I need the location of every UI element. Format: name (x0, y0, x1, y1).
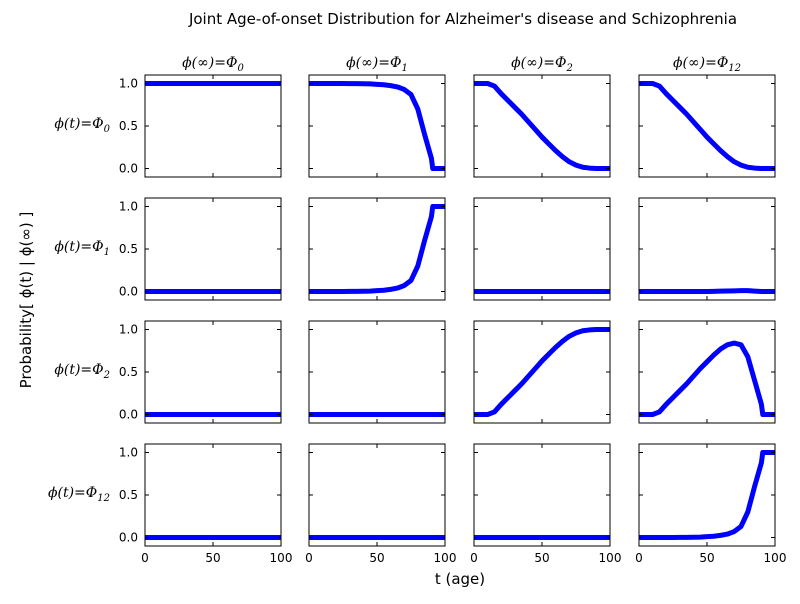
y-tick-label: 0.5 (119, 119, 138, 133)
panel-frame (144, 74, 282, 178)
y-tick-label: 1.0 (119, 323, 138, 337)
row-label: ϕ(t)=Φ12 (48, 485, 110, 504)
panel-frame (473, 74, 611, 178)
y-tick-label: 0.0 (119, 162, 138, 176)
panel-frame (144, 197, 282, 301)
y-tick-label: 0.5 (119, 242, 138, 256)
panel-frame (144, 443, 282, 547)
x-tick-label: 50 (369, 551, 384, 565)
panel-frame (638, 197, 776, 301)
y-tick-label: 1.0 (119, 77, 138, 91)
y-tick-label: 0.0 (119, 408, 138, 422)
x-tick-label: 0 (305, 551, 313, 565)
series-line (639, 450, 775, 540)
x-tick-label: 0 (470, 551, 478, 565)
x-tick-label: 100 (764, 551, 787, 565)
x-tick-label: 100 (434, 551, 457, 565)
y-tick-label: 0.0 (119, 285, 138, 299)
panel-frame (473, 320, 611, 424)
y-tick-label: 0.5 (119, 365, 138, 379)
x-tick-label: 50 (699, 551, 714, 565)
panel-frame (308, 320, 446, 424)
row-label: ϕ(t)=Φ1 (54, 239, 110, 258)
x-tick-label: 100 (270, 551, 293, 565)
column-label: ϕ(∞)=Φ12 (673, 55, 741, 74)
column-label: ϕ(∞)=Φ0 (182, 55, 244, 74)
x-tick-label: 0 (635, 551, 643, 565)
panel-frame (473, 443, 611, 547)
row-label: ϕ(t)=Φ0 (54, 116, 110, 135)
panel-frame (144, 320, 282, 424)
series-line (474, 81, 610, 171)
series-line (639, 81, 775, 171)
series-line (639, 288, 775, 294)
row-label: ϕ(t)=Φ2 (54, 362, 110, 381)
series-line (309, 81, 445, 171)
x-tick-label: 50 (534, 551, 549, 565)
y-tick-label: 1.0 (119, 446, 138, 460)
y-tick-label: 0.0 (119, 531, 138, 545)
x-axis-label: t (age) (435, 570, 485, 588)
panel-frame (473, 197, 611, 301)
series-line (474, 327, 610, 417)
y-tick-label: 0.5 (119, 488, 138, 502)
x-tick-label: 0 (141, 551, 149, 565)
column-label: ϕ(∞)=Φ2 (511, 55, 573, 74)
y-tick-label: 1.0 (119, 200, 138, 214)
column-label: ϕ(∞)=Φ1 (346, 55, 408, 74)
panel-grid: ϕ(∞)=Φ0 ϕ(∞)=Φ1 ϕ(∞)=Φ2 ϕ(∞)=Φ12 ϕ(t)=Φ0 ϕ(t)… (48, 55, 787, 565)
y-axis-label: Probability[ ϕ(t) | ϕ(∞) ] (17, 212, 35, 389)
panel-frame (308, 443, 446, 547)
series-line (309, 204, 445, 294)
figure-title: Joint Age-of-onset Distribution for Alzh… (188, 10, 737, 28)
x-tick-label: 100 (599, 551, 622, 565)
series-line (639, 340, 775, 417)
x-tick-label: 50 (205, 551, 220, 565)
panel-frame (638, 74, 776, 178)
